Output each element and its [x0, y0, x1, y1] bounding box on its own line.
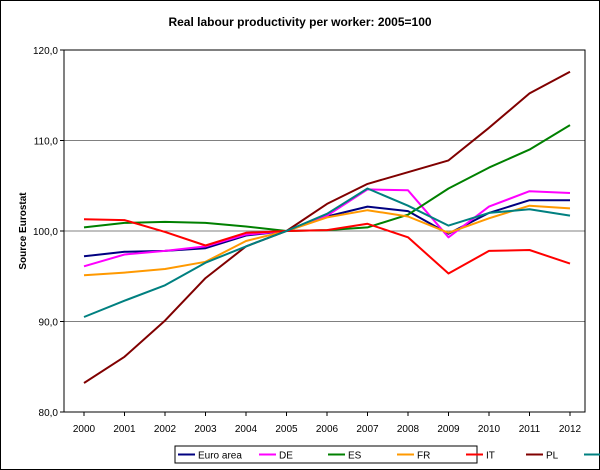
series-line-de: [83, 188, 571, 268]
legend: Euro areaDEESFRITPLUK: [174, 445, 600, 464]
y-tick-label: 110,0: [34, 137, 59, 148]
legend-label: IT: [486, 451, 495, 462]
series-line-fr: [83, 204, 571, 277]
x-tick-label: 2000: [73, 424, 96, 435]
series-line-uk: [83, 187, 571, 318]
y-tick-label: 120,0: [33, 46, 58, 57]
x-tick-label: 2001: [113, 424, 136, 435]
chart-title: Real labour productivity per worker: 200…: [168, 15, 432, 29]
x-tick-label: 2002: [154, 424, 177, 435]
legend-label: ES: [348, 451, 362, 462]
series-layer: [83, 70, 571, 384]
legend-label: PL: [546, 451, 559, 462]
legend-label: FR: [417, 451, 430, 462]
legend-label: DE: [279, 451, 293, 462]
x-tick-label: 2012: [559, 424, 582, 435]
series-line-it: [83, 218, 571, 275]
x-tick-label: 2006: [316, 424, 339, 435]
x-tick-label: 2008: [397, 424, 420, 435]
axis-layer: 80,0 90,0 100,0 110,0 120,0 2000 2001 2002 2003 2…: [33, 46, 582, 435]
series-line-euro-area: [83, 199, 570, 258]
y-axis-label: Source Eurostat: [18, 192, 29, 270]
legend-label: Euro area: [198, 451, 242, 462]
x-tick-label: 2009: [437, 424, 460, 435]
x-tick-label: 2005: [275, 424, 298, 435]
x-tick-label: 2007: [356, 424, 379, 435]
y-tick-label: 100,0: [33, 227, 58, 238]
series-line-pl: [83, 70, 571, 384]
x-tick-label: 2011: [519, 424, 541, 435]
x-tick-label: 2010: [478, 424, 501, 435]
x-tick-label: 2004: [235, 424, 258, 435]
y-tick-label: 90,0: [39, 318, 59, 329]
x-tick-label: 2003: [194, 424, 217, 435]
y-tick-label: 80,0: [39, 408, 59, 419]
